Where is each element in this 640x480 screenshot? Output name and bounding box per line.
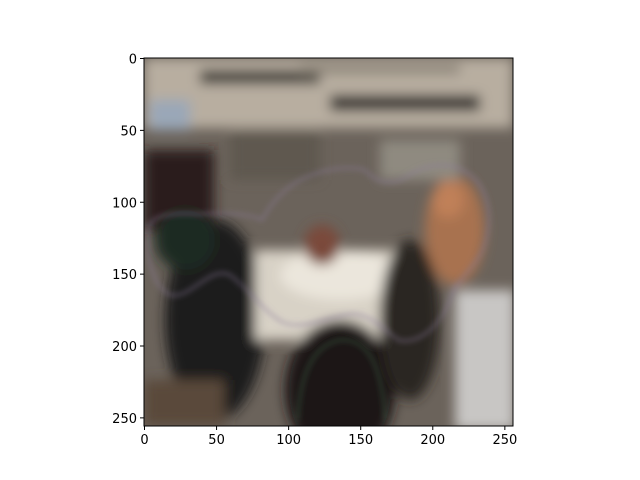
y-tick-label: 0 [129, 53, 137, 68]
plot-image [144, 58, 513, 426]
x-tick-label: 50 [208, 433, 225, 448]
x-axis: 0 50 100 150 200 250 [140, 426, 517, 448]
x-tick-label: 0 [140, 433, 148, 448]
y-tick-label: 150 [112, 268, 137, 283]
x-tick-label: 200 [420, 433, 445, 448]
x-tick-label: 250 [492, 433, 517, 448]
y-tick-label: 250 [112, 412, 137, 427]
x-tick-label: 150 [348, 433, 373, 448]
y-tick-label: 100 [112, 196, 137, 211]
y-tick-label: 50 [120, 124, 137, 139]
x-tick-label: 100 [276, 433, 301, 448]
y-tick-label: 200 [112, 340, 137, 355]
axes-frame [143, 57, 514, 427]
y-axis: 0 50 100 150 200 250 [112, 53, 144, 427]
